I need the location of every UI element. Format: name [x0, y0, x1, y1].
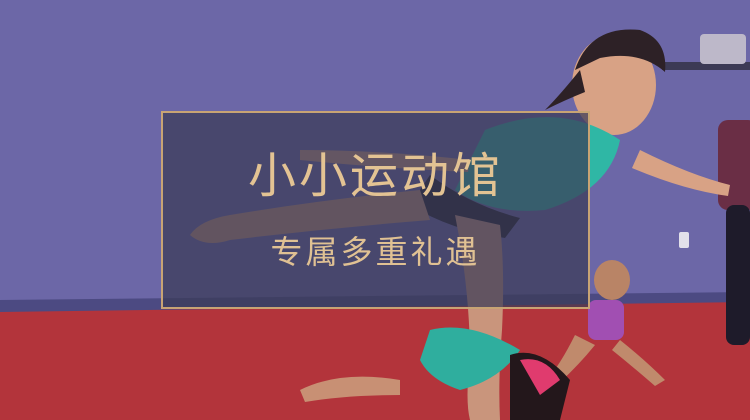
title-frame: [161, 111, 590, 309]
shelf-box: [700, 34, 746, 64]
kid-top-1: [588, 300, 624, 340]
girl-ponytail: [545, 70, 585, 110]
adult-torso: [718, 120, 750, 210]
kid-head-1: [594, 260, 630, 300]
kid-3-accent: [520, 359, 560, 395]
girl-arm-right: [632, 150, 730, 196]
girl-hair: [575, 29, 666, 72]
banner-subtitle: 专属多重礼遇: [270, 233, 481, 271]
wall-shelf: [662, 62, 750, 70]
kid-4: [300, 376, 400, 402]
wall-outlet: [679, 232, 689, 248]
kid-legs-1: [548, 335, 665, 386]
adult-legs: [726, 205, 750, 345]
banner-title: 小小运动馆: [247, 148, 503, 204]
kid-2: [420, 327, 520, 390]
